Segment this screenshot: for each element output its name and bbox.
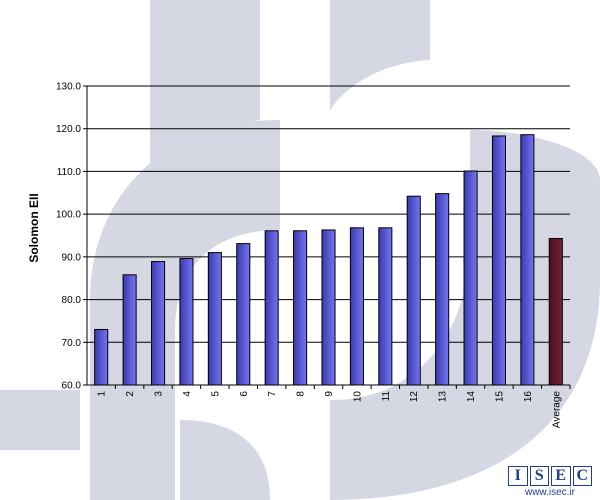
logo-letter: C — [572, 466, 592, 486]
x-tick-label: 12 — [409, 391, 420, 403]
x-tick-label: 16 — [523, 391, 534, 403]
y-tick-labels: 60.0 70.0 80.0 90.0 100.0 110.0 120.0 130.0 — [56, 82, 81, 392]
y-tick-label: 70.0 — [62, 338, 82, 349]
x-tick-label: 2 — [125, 391, 136, 397]
watermark-shape — [0, 390, 80, 450]
x-tick-label: 4 — [182, 391, 193, 397]
x-tick-label: 1 — [97, 391, 108, 397]
bar-3 — [150, 261, 166, 386]
bar-average — [548, 237, 563, 386]
x-tick-label: 7 — [267, 391, 278, 397]
bar-9 — [321, 229, 336, 386]
logo-letter: E — [551, 466, 571, 486]
watermark-shape — [90, 120, 280, 500]
bar-15 — [491, 135, 507, 386]
bar-8 — [293, 230, 308, 386]
watermark-shape — [180, 420, 270, 500]
bar-5 — [207, 252, 222, 386]
y-tick-label: 120.0 — [56, 124, 81, 135]
logo-url: www.isec.ir — [524, 487, 575, 498]
bar-16 — [520, 134, 535, 386]
y-tick-label: 80.0 — [62, 295, 82, 306]
bar-1 — [94, 328, 109, 386]
bar-13 — [435, 193, 450, 386]
y-axis-label: Solomon EII — [27, 193, 41, 262]
y-tick-label: 130.0 — [56, 82, 81, 93]
x-tick-label: 9 — [324, 391, 335, 397]
x-tick-label: 5 — [210, 391, 221, 397]
axes — [86, 86, 570, 386]
x-tick-label: 8 — [296, 391, 307, 397]
x-tick-label: Average — [551, 391, 562, 429]
x-tick-labels: 1 2 3 4 5 6 7 8 9 10 11 12 13 14 15 16 Average — [97, 391, 563, 429]
logo-letter: S — [529, 466, 549, 486]
bar-6 — [236, 243, 251, 386]
watermark-shape — [150, 0, 260, 220]
x-tick-label: 10 — [352, 391, 363, 403]
bar-4 — [179, 258, 194, 386]
bar-11 — [378, 227, 393, 386]
y-tick-label: 110.0 — [57, 167, 82, 178]
bar-12 — [406, 195, 421, 386]
logo-letter: I — [508, 466, 528, 486]
y-tick-label: 60.0 — [62, 381, 82, 392]
x-tick-label: 14 — [466, 391, 477, 403]
bar-2 — [122, 274, 137, 386]
y-tick-label: 90.0 — [62, 252, 82, 263]
y-tick-label: 100.0 — [56, 210, 81, 221]
bar-14 — [463, 170, 478, 386]
x-tick-label: 3 — [154, 391, 165, 397]
bar-10 — [349, 227, 364, 386]
x-tick-label: 15 — [494, 391, 505, 403]
x-tick-label: 6 — [239, 391, 250, 397]
x-tick-label: 11 — [381, 391, 392, 402]
watermark-shape — [330, 0, 430, 110]
x-tick-label: 13 — [438, 391, 449, 403]
bar-7 — [264, 230, 279, 386]
